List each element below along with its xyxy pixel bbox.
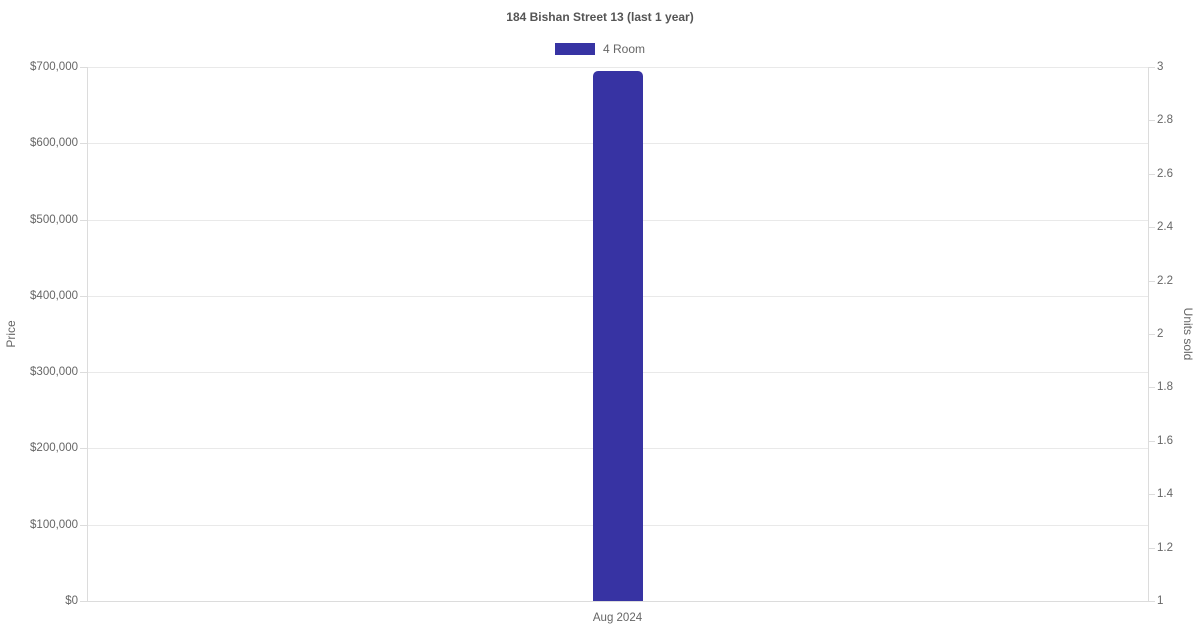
y-axis-left-labels: $700,000 $600,000 $500,000 $400,000 $300,000… (0, 61, 78, 607)
y-axis-left-tick (80, 143, 87, 145)
y-axis-left-tick (80, 219, 87, 221)
y-axis-right-tick (1148, 440, 1155, 442)
y-axis-right-labels: 3 2.8 2.6 2.4 2.2 2 1.8 1.6 1.4 1.2 1 (1157, 61, 1200, 607)
y-axis-right-tick (1148, 601, 1155, 602)
plot-area (80, 67, 1155, 602)
y-axis-left-tick-label: $600,000 (30, 137, 78, 150)
y-axis-left-tick (80, 295, 87, 297)
y-axis-right-tick (1148, 280, 1155, 282)
y-axis-right-tick-label: 2.2 (1157, 274, 1173, 287)
y-axis-right-tick-label: 1.2 (1157, 541, 1173, 554)
y-axis-left-tick-label: $100,000 (30, 518, 78, 531)
legend-swatch (554, 43, 595, 55)
y-axis-right-tick (1148, 67, 1155, 68)
legend-item-label: 4 Room (602, 42, 646, 56)
y-axis-right-tick-label: 2.8 (1157, 114, 1173, 127)
y-axis-right-tick (1148, 173, 1155, 175)
y-axis-left-tick-label: $700,000 (30, 61, 78, 73)
y-axis-left-tick (80, 448, 87, 450)
y-axis-right-tick-label: 1.6 (1157, 434, 1173, 447)
y-axis-left-tick-label: $500,000 (30, 213, 78, 226)
y-axis-left-tick (80, 601, 87, 602)
y-axis-left-line (87, 67, 88, 601)
y-axis-right-tick (1148, 547, 1155, 549)
x-axis-tick-label: Aug 2024 (592, 612, 643, 624)
y-axis-left-tick-label: $0 (65, 595, 78, 607)
chart-title: 184 Bishan Street 13 (last 1 year) (506, 10, 694, 24)
y-axis-right-tick-label: 1 (1157, 595, 1164, 607)
y-axis-right-tick (1148, 227, 1155, 229)
y-axis-right-tick-label: 2 (1157, 328, 1164, 340)
y-axis-right-tick (1148, 494, 1155, 496)
y-axis-left-tick-label: $300,000 (30, 366, 78, 379)
legend: 4 Room (0, 41, 1200, 57)
y-axis-right-tick-label: 1.4 (1157, 488, 1173, 501)
y-axis-right-line (1148, 67, 1149, 601)
y-axis-right-tick (1148, 120, 1155, 122)
y-axis-right-tick-label: 3 (1157, 61, 1164, 73)
y-axis-right-tick-label: 2.4 (1157, 221, 1173, 234)
legend-item-4-room[interactable]: 4 Room (554, 42, 646, 56)
x-axis-labels: Aug 2024 (87, 611, 1148, 625)
y-axis-left-tick (80, 372, 87, 374)
y-axis-left-tick-label: $400,000 (30, 289, 78, 302)
y-axis-left-tick-label: $200,000 (30, 442, 78, 455)
y-axis-left-tick (80, 524, 87, 526)
y-axis-right-tick-label: 2.6 (1157, 167, 1173, 180)
x-axis-line (87, 601, 1149, 602)
bar-4-room[interactable] (592, 70, 643, 601)
y-axis-right-tick (1148, 387, 1155, 389)
y-axis-right-tick (1148, 334, 1155, 335)
y-axis-right-tick-label: 1.8 (1157, 381, 1173, 394)
y-axis-left-tick (80, 67, 87, 68)
gridline (87, 67, 1148, 68)
